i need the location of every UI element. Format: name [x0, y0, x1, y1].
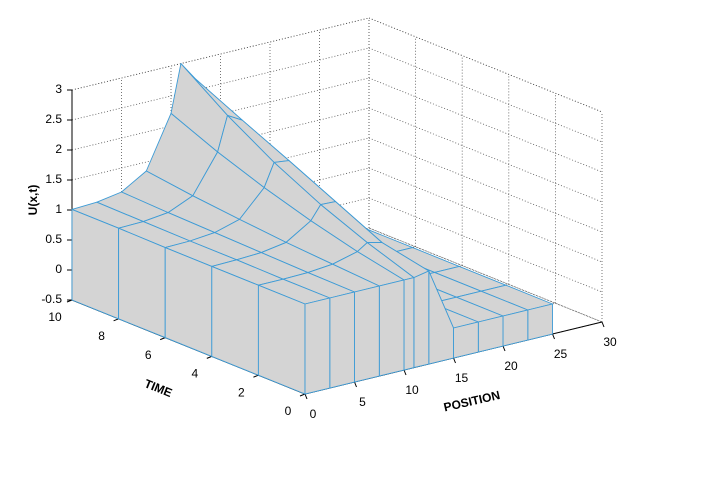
- surface-wall: [413, 270, 430, 369]
- z-tick-label: -0.5: [41, 292, 62, 306]
- surface-wall: [502, 309, 529, 347]
- y-tick-label: 4: [191, 367, 198, 381]
- surface-wall: [378, 279, 405, 377]
- z-axis-label: U(x,t): [26, 185, 40, 216]
- y-tick-label: 2: [238, 385, 245, 399]
- surface-wall: [453, 321, 479, 359]
- z-tick-label: 1: [55, 202, 62, 216]
- tick-mark: [502, 345, 506, 352]
- tick-mark: [354, 381, 357, 388]
- z-tick-label: 2.5: [45, 112, 62, 126]
- surface-wall: [257, 284, 306, 395]
- tick-mark: [601, 321, 605, 328]
- x-tick-label: 15: [455, 371, 469, 385]
- surface-wall: [403, 277, 415, 371]
- y-tick-label: 0: [285, 404, 292, 418]
- y-tick-label: 8: [98, 329, 105, 343]
- x-tick-label: 25: [554, 347, 568, 361]
- surface-wall: [71, 208, 120, 320]
- tick-mark: [253, 374, 259, 378]
- z-tick-label: 2: [55, 142, 62, 156]
- surface-layer: [71, 63, 553, 395]
- tick-mark: [552, 333, 555, 340]
- x-tick-label: 5: [359, 395, 366, 409]
- surface-wall: [329, 291, 355, 389]
- tick-mark: [206, 355, 212, 359]
- surface-wall: [164, 246, 213, 358]
- z-tick-label: 0.5: [45, 232, 62, 246]
- surface-wall: [118, 227, 166, 339]
- surface-wall: [527, 303, 553, 341]
- surface-wall: [304, 297, 331, 395]
- x-tick-label: 20: [504, 359, 518, 373]
- y-tick-label: 10: [48, 310, 62, 324]
- tick-mark: [113, 318, 119, 322]
- tick-mark: [304, 393, 308, 400]
- surface-wall: [354, 285, 380, 383]
- z-tick-label: 3: [55, 82, 62, 96]
- x-tick-label: 10: [405, 383, 419, 397]
- z-tick-label: 0: [55, 262, 62, 276]
- tick-mark: [160, 337, 166, 341]
- tick-mark: [299, 393, 306, 397]
- tick-mark: [403, 369, 407, 376]
- x-tick-label: 30: [603, 335, 617, 349]
- tick-mark: [453, 357, 456, 364]
- y-tick-label: 6: [145, 348, 152, 362]
- surface-wall: [477, 315, 504, 353]
- surface-wall: [211, 265, 259, 376]
- x-tick-label: 0: [310, 407, 317, 421]
- z-tick-label: 1.5: [45, 172, 62, 186]
